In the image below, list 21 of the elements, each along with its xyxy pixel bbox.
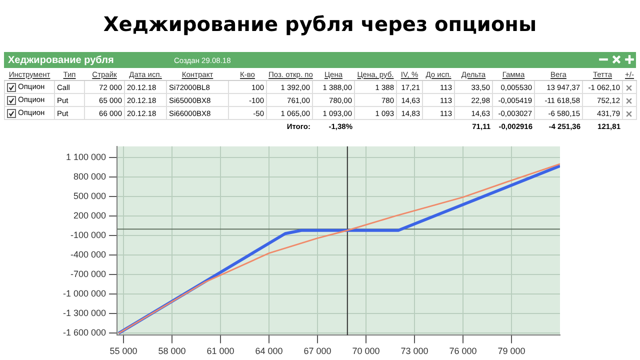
x-tick-label: 76 000 <box>449 346 477 356</box>
chart-title: Хеджирование рубля через опционы <box>102 12 538 36</box>
x-tick-label: 70 000 <box>352 346 380 356</box>
x-tick-label: 61 000 <box>206 346 234 356</box>
y-tick-label: -1 300 000 <box>62 308 106 318</box>
y-tick-label: -400 000 <box>70 250 106 260</box>
y-tick-label: -1 600 000 <box>62 328 106 338</box>
x-tick-label: 67 000 <box>304 346 332 356</box>
y-tick-label: 500 000 <box>73 191 106 202</box>
y-tick-label: 1 100 000 <box>66 152 106 162</box>
x-tick-label: 58 000 <box>158 346 186 356</box>
y-tick-label: -1 000 000 <box>62 288 106 299</box>
y-tick-label: 200 000 <box>73 210 106 221</box>
y-tick-label: -100 000 <box>70 230 106 240</box>
x-tick-label: 73 000 <box>400 346 428 356</box>
y-tick-label: -700 000 <box>70 269 106 280</box>
y-tick-label: 800 000 <box>73 171 106 182</box>
text: Хеджирование рубля <box>7 54 115 66</box>
x-tick-label: 79 000 <box>498 346 526 356</box>
x-tick-label: 64 000 <box>255 346 283 356</box>
x-tick-label: 55 000 <box>110 346 138 356</box>
